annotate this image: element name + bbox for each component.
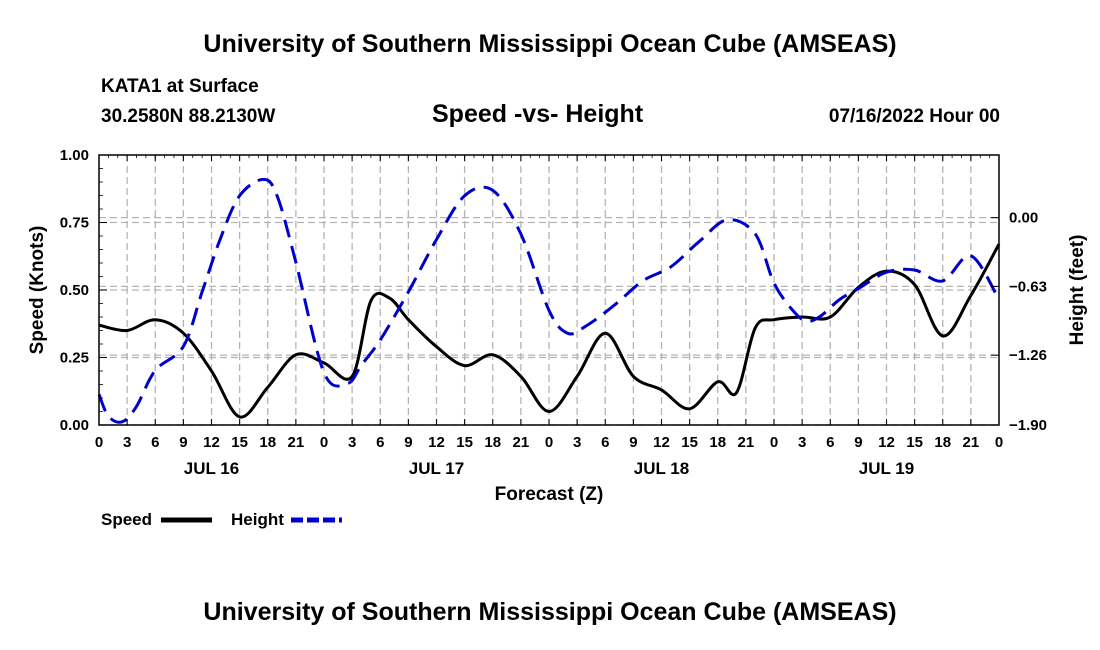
x-tick-label: 3: [348, 434, 356, 451]
day-label: JUL 16: [184, 459, 239, 478]
grid: [99, 155, 999, 426]
x-tick-label: 18: [709, 434, 726, 451]
x-tick-label: 6: [376, 434, 384, 451]
forecast-datetime: 07/16/2022 Hour 00: [828, 106, 1000, 127]
x-tick-label: 12: [428, 434, 445, 451]
x-tick-label: 15: [681, 434, 698, 451]
x-tick-label: 3: [798, 434, 806, 451]
legend: Speed Height: [101, 510, 342, 529]
x-tick-label: 9: [404, 434, 412, 451]
y-axis-label: Speed (Knots): [27, 226, 48, 355]
y-tick-label: 0.25: [60, 350, 89, 367]
chart-subtitle: Speed -vs- Height: [432, 100, 644, 128]
station-label: KATA1 at Surface: [101, 76, 259, 97]
x-tick-label: 9: [179, 434, 187, 451]
height-series-line: [97, 177, 1001, 424]
legend-label-height: Height: [231, 510, 284, 529]
x-tick-label: 12: [653, 434, 670, 451]
x-tick-label: 18: [259, 434, 276, 451]
x-tick-label: 0: [770, 434, 778, 451]
day-label: JUL 19: [859, 459, 914, 478]
x-tick-label: 0: [995, 434, 1003, 451]
x-axis-label: Forecast (Z): [495, 484, 604, 505]
day-label: JUL 17: [409, 459, 464, 478]
x-tick-label: 3: [123, 434, 131, 451]
x-tick-label: 21: [288, 434, 305, 451]
x-tick-label: 3: [573, 434, 581, 451]
legend-label-speed: Speed: [101, 510, 152, 529]
axes: 0 3 6 9 12 15 18 21 0 3 6 9 12 15 18 21 0 3 6 9 12 15 18 21 0 3 6 9…: [27, 147, 1088, 505]
x-tick-label: 15: [231, 434, 248, 451]
x-tick-label: 0: [320, 434, 328, 451]
x-tick-label: 18: [934, 434, 951, 451]
x-tick-label: 21: [513, 434, 530, 451]
y2-tick-label: −1.26: [1009, 347, 1047, 364]
x-tick-label: 12: [878, 434, 895, 451]
x-tick-label: 6: [826, 434, 834, 451]
day-label: JUL 18: [634, 459, 689, 478]
top-title: University of Southern Mississippi Ocean…: [203, 30, 897, 58]
x-tick-label: 0: [545, 434, 553, 451]
x-tick-label: 6: [601, 434, 609, 451]
y2-tick-label: −1.90: [1009, 417, 1047, 434]
x-tick-label: 21: [963, 434, 980, 451]
x-tick-label: 12: [203, 434, 220, 451]
y-tick-label: 0.00: [60, 417, 89, 434]
x-tick-label: 15: [906, 434, 923, 451]
x-tick-label: 15: [456, 434, 473, 451]
y-tick-label: 0.75: [60, 215, 89, 232]
series-layer: [97, 177, 1001, 424]
x-tick-label: 0: [95, 434, 103, 451]
x-tick-label: 9: [854, 434, 862, 451]
y2-tick-label: −0.63: [1009, 278, 1047, 295]
y2-axis-label: Height (feet): [1067, 235, 1088, 346]
y-tick-label: 1.00: [60, 147, 89, 164]
x-tick-label: 18: [484, 434, 501, 451]
bottom-title: University of Southern Mississippi Ocean…: [203, 598, 897, 626]
speed-series-line: [98, 243, 1001, 419]
x-tick-label: 6: [151, 434, 159, 451]
x-tick-label: 9: [629, 434, 637, 451]
y-tick-label: 0.50: [60, 282, 89, 299]
x-tick-label: 21: [738, 434, 755, 451]
coordinates-label: 30.2580N 88.2130W: [101, 106, 276, 127]
y2-tick-label: 0.00: [1009, 210, 1038, 227]
